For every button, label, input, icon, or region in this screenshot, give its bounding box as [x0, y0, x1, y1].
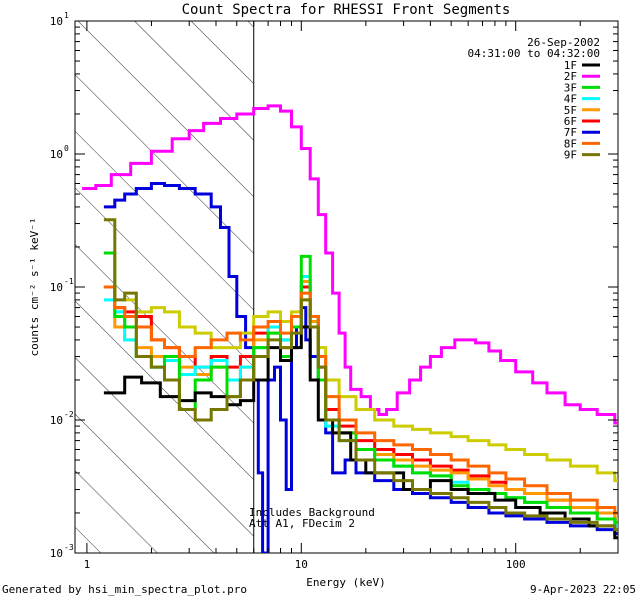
hatched-region	[75, 21, 254, 553]
x-tick-label: 100	[506, 558, 526, 571]
y-axis-label: counts cm⁻² s⁻¹ keV⁻¹	[28, 217, 41, 356]
legend-label: 4F	[564, 93, 577, 106]
time-range-label: 04:31:00 to 04:32:00	[468, 47, 600, 60]
y-tick-exponent: -3	[64, 543, 74, 552]
series-9f	[103, 218, 618, 532]
annotation-background: Includes Background	[249, 506, 375, 519]
x-tick-label: 10	[295, 558, 308, 571]
generated-by-label: Generated by hsi_min_spectra_plot.pro	[2, 583, 248, 596]
timestamp-label: 9-Apr-2023 22:05	[530, 583, 636, 596]
chart-title: Count Spectra for RHESSI Front Segments	[182, 2, 511, 18]
legend-label: 6F	[564, 115, 577, 128]
annotation-attenuator: Att A1, FDecim 2	[249, 517, 355, 530]
date-label: 26-Sep-2002	[527, 36, 600, 49]
y-tick-exponent: 0	[64, 144, 69, 153]
y-tick-label: 10	[50, 148, 63, 161]
legend-label: 9F	[564, 149, 577, 162]
y-tick-exponent: -2	[64, 410, 74, 419]
series-2f	[82, 104, 618, 425]
y-tick-label: 10	[50, 15, 63, 28]
legend-label: 1F	[564, 59, 577, 72]
x-axis-label: Energy (keV)	[306, 576, 385, 589]
legend-label: 3F	[564, 81, 577, 94]
y-tick-exponent: 1	[64, 11, 69, 20]
y-tick-exponent: -1	[64, 277, 74, 286]
y-tick-label: 10	[50, 281, 63, 294]
series-layer	[82, 104, 618, 553]
legend-label: 8F	[564, 137, 577, 150]
legend-label: 7F	[564, 126, 577, 139]
legend-label: 2F	[564, 70, 577, 83]
x-tick-label: 1	[84, 558, 91, 571]
y-tick-label: 10	[50, 547, 63, 560]
legend-label: 5F	[564, 104, 577, 117]
y-tick-label: 10	[50, 414, 63, 427]
series-1f	[103, 325, 618, 540]
